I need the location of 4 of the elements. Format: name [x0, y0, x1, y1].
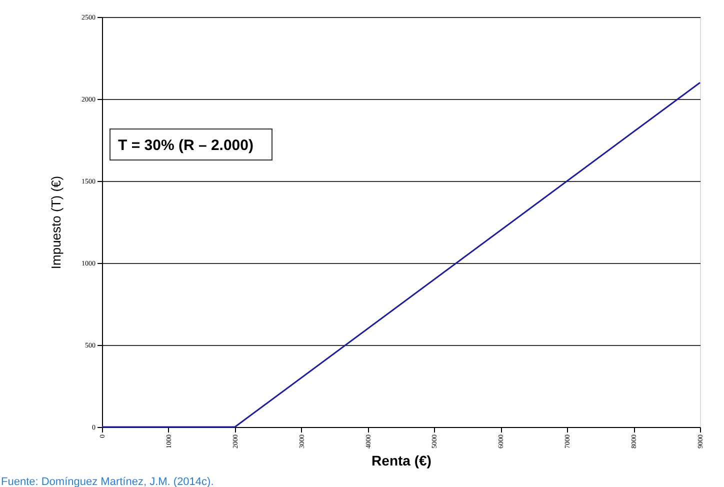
y-axis-title: Impuesto (T) (€) — [48, 176, 64, 270]
source-note: Fuente: Domínguez Martínez, J.M. (2014c). — [1, 476, 214, 487]
annotation: T = 30% (R – 2.000) — [118, 137, 254, 154]
x-axis-title: Renta (€) — [372, 452, 432, 468]
